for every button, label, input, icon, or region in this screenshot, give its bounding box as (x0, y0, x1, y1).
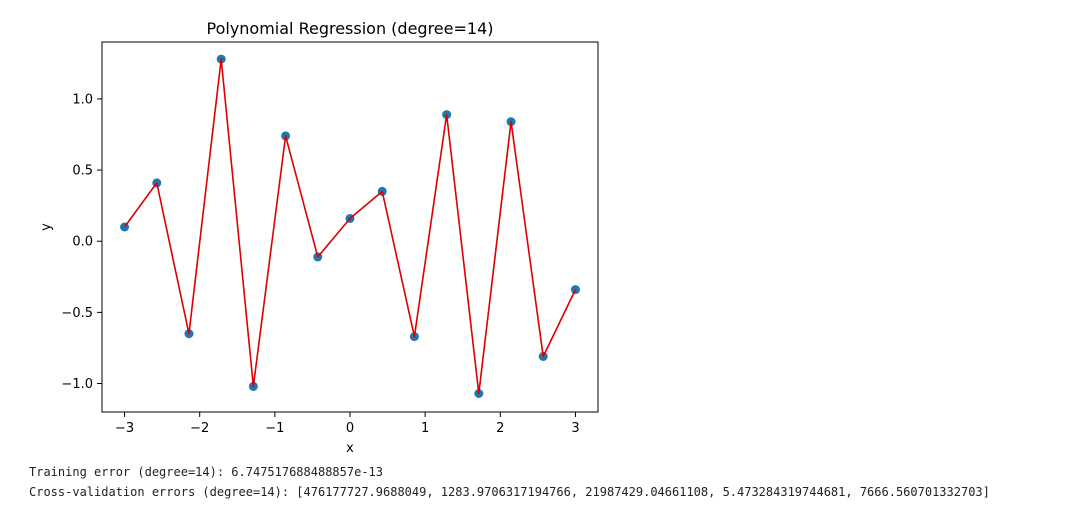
y-tick-label: 1.0 (72, 92, 93, 107)
x-tick-label: 3 (571, 421, 579, 436)
x-tick-label: 1 (421, 421, 429, 436)
series-layer (120, 54, 580, 398)
x-tick-label: 2 (496, 421, 504, 436)
x-tick-label: 0 (346, 421, 354, 436)
x-tick-label: −1 (265, 421, 284, 436)
chart-figure: Polynomial Regression (degree=14) −3 −2 −1… (39, 19, 599, 456)
x-axis-label: x (346, 441, 354, 456)
plot-area (101, 41, 599, 413)
y-tick-label: −0.5 (61, 306, 93, 321)
y-tick-label: −1.0 (61, 377, 93, 392)
chart-title: Polynomial Regression (degree=14) (207, 19, 494, 38)
y-tick-label: 0.0 (72, 235, 93, 250)
x-tick-label: −3 (115, 421, 134, 436)
regression-fit-line (123, 58, 577, 395)
y-tick-label: 0.5 (72, 164, 93, 179)
y-axis: −1.0 −0.5 0.0 0.5 1.0 (61, 92, 102, 392)
cv-errors-text: Cross-validation errors (degree=14): [47… (29, 485, 990, 499)
training-error-text: Training error (degree=14): 6.7475176884… (29, 465, 384, 479)
x-tick-label: −2 (190, 421, 209, 436)
y-axis-label: y (39, 223, 54, 231)
x-axis: −3 −2 −1 0 1 2 3 (115, 412, 580, 436)
